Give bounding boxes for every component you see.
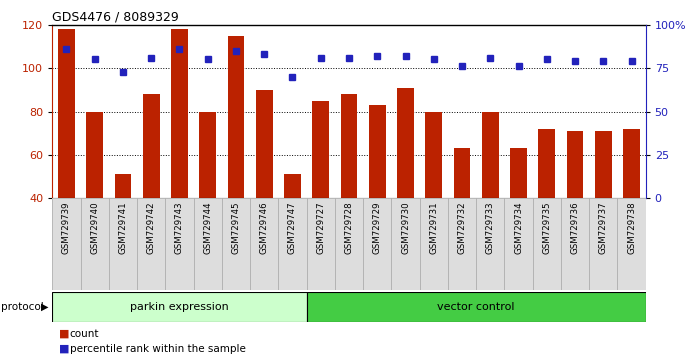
Bar	[341, 94, 357, 285]
Text: GSM729747: GSM729747	[288, 201, 297, 253]
Text: GSM729738: GSM729738	[627, 201, 636, 253]
Text: GSM729744: GSM729744	[203, 201, 212, 253]
Text: ▶: ▶	[40, 302, 48, 312]
Bar	[397, 88, 414, 285]
Bar	[533, 198, 561, 290]
Text: GSM729741: GSM729741	[119, 201, 128, 253]
Text: GSM729742: GSM729742	[147, 201, 156, 253]
Text: GSM729737: GSM729737	[599, 201, 608, 253]
Bar	[165, 198, 193, 290]
Text: GDS4476 / 8089329: GDS4476 / 8089329	[52, 11, 179, 24]
Bar	[623, 129, 640, 285]
Bar	[363, 198, 392, 290]
Bar	[114, 175, 131, 285]
Text: GSM729733: GSM729733	[486, 201, 495, 253]
Bar	[222, 198, 250, 290]
Text: ■: ■	[59, 329, 70, 339]
Text: GSM729740: GSM729740	[90, 201, 99, 253]
Text: GSM729743: GSM729743	[175, 201, 184, 253]
Bar	[306, 198, 335, 290]
Text: GSM729735: GSM729735	[542, 201, 551, 253]
Text: GSM729734: GSM729734	[514, 201, 523, 253]
Text: percentile rank within the sample: percentile rank within the sample	[70, 344, 246, 354]
Bar	[335, 198, 363, 290]
Bar	[505, 198, 533, 290]
Text: vector control: vector control	[438, 302, 515, 312]
Text: GSM729732: GSM729732	[457, 201, 466, 253]
Bar	[80, 198, 109, 290]
Bar	[279, 198, 306, 290]
Bar	[392, 198, 419, 290]
Bar	[250, 198, 279, 290]
Bar	[199, 112, 216, 285]
Text: GSM729736: GSM729736	[570, 201, 579, 253]
Text: GSM729739: GSM729739	[62, 201, 71, 253]
Text: GSM729731: GSM729731	[429, 201, 438, 253]
Bar	[510, 148, 527, 285]
Text: protocol: protocol	[1, 302, 43, 312]
Text: GSM729745: GSM729745	[232, 201, 241, 253]
Text: GSM729730: GSM729730	[401, 201, 410, 253]
Bar	[284, 175, 301, 285]
Text: GSM729728: GSM729728	[345, 201, 353, 253]
Bar	[58, 29, 75, 285]
Bar	[312, 101, 329, 285]
Bar	[454, 148, 470, 285]
Bar	[369, 105, 386, 285]
Text: GSM729729: GSM729729	[373, 201, 382, 253]
Bar	[228, 36, 244, 285]
Bar	[538, 129, 555, 285]
Bar	[618, 198, 646, 290]
Bar	[255, 90, 273, 285]
Text: parkin expression: parkin expression	[130, 302, 229, 312]
Bar	[306, 292, 646, 322]
Bar	[448, 198, 476, 290]
Bar	[476, 198, 505, 290]
Bar	[589, 198, 618, 290]
Bar	[193, 198, 222, 290]
Text: GSM729746: GSM729746	[260, 201, 269, 253]
Bar	[482, 112, 499, 285]
Text: count: count	[70, 329, 99, 339]
Bar	[137, 198, 165, 290]
Bar	[109, 198, 137, 290]
Bar	[87, 112, 103, 285]
Text: GSM729727: GSM729727	[316, 201, 325, 253]
Bar	[425, 112, 443, 285]
Bar	[561, 198, 589, 290]
Text: ■: ■	[59, 344, 70, 354]
Bar	[595, 131, 611, 285]
Bar	[52, 292, 306, 322]
Bar	[567, 131, 584, 285]
Bar	[171, 29, 188, 285]
Bar	[419, 198, 448, 290]
Bar	[52, 198, 80, 290]
Bar	[143, 94, 160, 285]
